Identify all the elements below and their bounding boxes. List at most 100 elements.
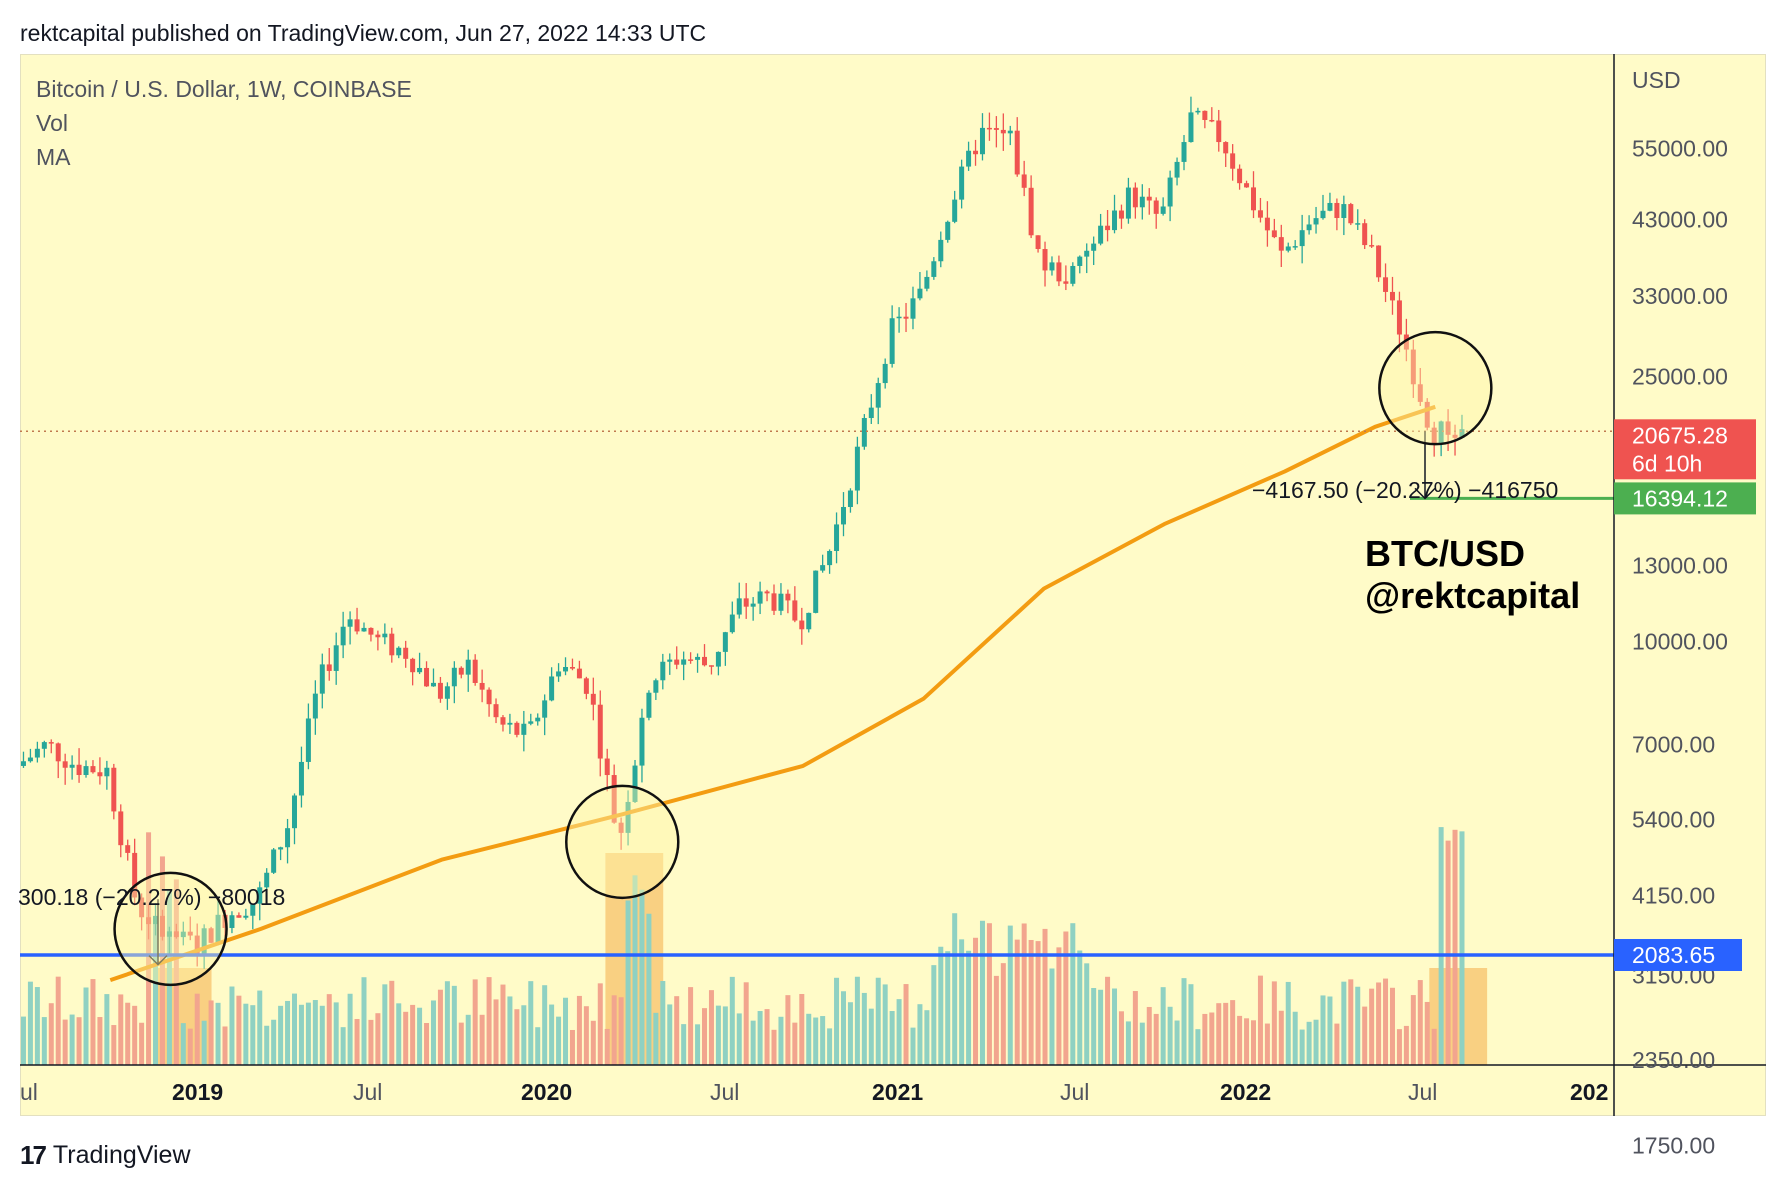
candle-body — [1417, 384, 1423, 402]
candle-body — [1202, 110, 1208, 120]
brand-watermark-line1: BTC/USD — [1365, 533, 1525, 574]
volume-bar — [1160, 987, 1166, 1065]
candle-body — [1410, 349, 1416, 385]
time-tick-label: Jul — [1060, 1079, 1089, 1105]
volume-bar — [118, 994, 124, 1065]
time-tick-label: Jul — [353, 1079, 382, 1105]
chart-pane[interactable] — [20, 54, 1766, 1116]
volume-bar — [646, 913, 652, 1065]
volume-bar — [1042, 928, 1048, 1065]
volume-bar — [1014, 939, 1020, 1065]
candle-body — [1028, 187, 1034, 236]
candle-body — [827, 550, 833, 566]
volume-bar — [840, 991, 846, 1065]
volume-bar — [653, 1012, 659, 1065]
candle-body — [319, 664, 325, 694]
volume-bar — [444, 981, 450, 1065]
candle-body — [1369, 245, 1375, 247]
candle-body — [187, 931, 193, 936]
candle-body — [1383, 277, 1389, 292]
volume-bar — [1105, 976, 1111, 1065]
volume-bar — [1257, 975, 1263, 1065]
candle-body — [514, 722, 520, 735]
candle-body — [1355, 223, 1361, 225]
price-tick-label: 55000.00 — [1632, 135, 1728, 161]
volume-bar — [1438, 827, 1444, 1065]
candle-body — [521, 723, 527, 735]
volume-bar — [417, 1007, 423, 1065]
candle-body — [1445, 421, 1451, 435]
volume-bar — [1202, 1013, 1208, 1065]
volume-bar — [750, 1020, 756, 1065]
volume-bar — [437, 989, 443, 1065]
volume-bar — [799, 994, 805, 1065]
volume-bar — [590, 1020, 596, 1065]
candle-body — [1313, 218, 1319, 225]
candle-body — [166, 931, 172, 937]
volume-bar — [632, 875, 638, 1065]
candle-body — [76, 764, 82, 775]
volume-bar — [604, 1028, 610, 1065]
volume-bar — [319, 1005, 325, 1065]
volume-bar — [639, 889, 645, 1065]
candle-body — [298, 761, 304, 796]
candle-body — [938, 239, 944, 262]
volume-bar — [368, 1019, 374, 1065]
candle-body — [97, 772, 103, 777]
candle-body — [931, 261, 937, 277]
volume-bar — [611, 995, 617, 1065]
volume-bar — [1417, 980, 1423, 1065]
price-tick-label: 2350.00 — [1632, 1047, 1715, 1073]
candle-body — [444, 686, 450, 699]
volume-bar — [333, 1002, 339, 1065]
price-tick-label: 10000.00 — [1632, 628, 1728, 654]
volume-bar — [1174, 1020, 1180, 1065]
candle-body — [1007, 130, 1013, 134]
legend-volume[interactable]: Vol — [36, 110, 68, 136]
candle-body — [1341, 204, 1347, 219]
time-tick-label: 2019 — [172, 1079, 223, 1105]
volume-bar — [743, 982, 749, 1065]
volume-bar — [111, 1025, 117, 1065]
candle-body — [1209, 119, 1215, 122]
volume-bar — [847, 1002, 853, 1065]
candle-body — [375, 634, 381, 638]
volume-bar — [1383, 978, 1389, 1065]
volume-bar — [180, 1023, 186, 1065]
legend-symbol[interactable]: Bitcoin / U.S. Dollar, 1W, COINBASE — [36, 76, 412, 102]
tradingview-brand[interactable]: 17 TradingView — [20, 1140, 191, 1171]
volume-bar — [1098, 989, 1104, 1065]
candle-body — [264, 872, 270, 888]
candle-body — [882, 363, 888, 384]
volume-bar — [521, 1005, 527, 1065]
volume-bar — [305, 1002, 311, 1065]
highlight-circle — [1378, 330, 1493, 446]
volume-bar — [1389, 987, 1395, 1065]
volume-bar — [1146, 1006, 1152, 1065]
volume-bar — [1063, 931, 1069, 1065]
volume-bar — [625, 900, 631, 1065]
volume-bar — [910, 1027, 916, 1065]
candle-body — [792, 600, 798, 621]
candle-body — [417, 667, 423, 673]
candle-body — [674, 659, 680, 665]
volume-bar — [542, 985, 548, 1065]
candle-body — [1459, 429, 1465, 438]
candle-body — [695, 656, 701, 660]
candle-body — [111, 767, 117, 812]
volume-bar — [1278, 1010, 1284, 1065]
volume-bar — [208, 1000, 214, 1065]
candle-body — [820, 565, 826, 571]
candle-body — [361, 627, 367, 632]
volume-bar — [875, 977, 881, 1065]
legend-ma[interactable]: MA — [36, 144, 71, 170]
candle-body — [535, 717, 541, 722]
candle-body — [62, 761, 68, 768]
volume-bar — [708, 990, 714, 1065]
volume-bar — [465, 1014, 471, 1065]
candle-body — [1195, 110, 1201, 113]
candle-body — [639, 717, 645, 766]
candle-body — [1000, 129, 1006, 134]
candle-body — [959, 166, 965, 200]
